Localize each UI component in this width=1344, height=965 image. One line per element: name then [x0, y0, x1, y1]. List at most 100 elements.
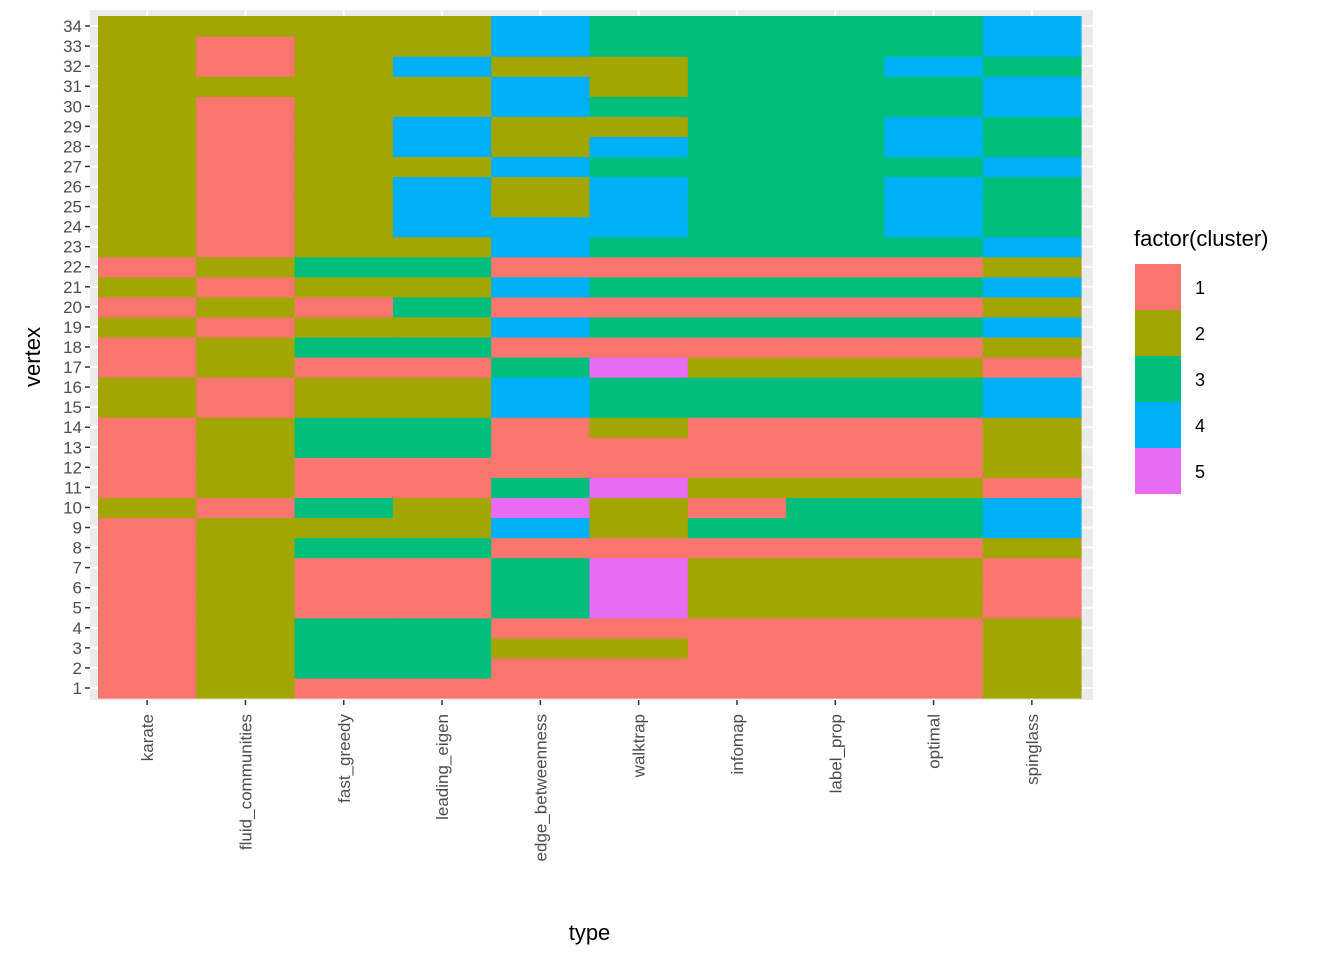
y-tick-label: 29 — [63, 117, 82, 136]
heatmap-cell-optimal-27 — [884, 156, 984, 178]
heatmap-cell-spinglass-21 — [982, 276, 1082, 298]
heatmap-cell-infomap-11 — [687, 477, 787, 499]
heatmap-cell-spinglass-8 — [982, 537, 1082, 559]
heatmap-cell-optimal-25 — [884, 196, 984, 218]
heatmap-cell-spinglass-2 — [982, 657, 1082, 679]
heatmap-cell-karate-27 — [98, 156, 197, 178]
heatmap-cell-walktrap-12 — [589, 457, 689, 478]
heatmap-cell-fast_greedy-29 — [294, 116, 394, 137]
heatmap-cell-edge_betweenness-30 — [491, 96, 591, 117]
heatmap-cell-fluid_communities-4 — [196, 617, 296, 639]
heatmap-cell-optimal-9 — [884, 517, 984, 539]
heatmap-cell-fluid_communities-15 — [196, 397, 296, 418]
heatmap-cell-infomap-16 — [687, 377, 787, 398]
heatmap-cell-fluid_communities-27 — [196, 156, 296, 178]
heatmap-cell-optimal-13 — [884, 437, 984, 458]
heatmap-cell-edge_betweenness-5 — [491, 597, 591, 619]
heatmap-cell-edge_betweenness-16 — [491, 377, 591, 398]
heatmap-cell-karate-10 — [98, 497, 197, 519]
y-tick-label: 12 — [63, 458, 82, 477]
y-tick-label: 33 — [63, 37, 82, 56]
heatmap-cell-walktrap-9 — [589, 517, 689, 539]
heatmap-cell-karate-13 — [98, 437, 197, 458]
heatmap-cell-label_prop-8 — [786, 537, 885, 559]
heatmap-cell-spinglass-6 — [982, 577, 1082, 599]
heatmap-cell-fast_greedy-31 — [294, 76, 394, 97]
heatmap-cell-label_prop-18 — [786, 336, 885, 358]
heatmap-cell-fluid_communities-32 — [196, 56, 296, 77]
heatmap-cell-walktrap-22 — [589, 256, 689, 278]
heatmap-cell-infomap-20 — [687, 296, 787, 318]
x-tick-label: edge_betweenness — [531, 714, 550, 861]
heatmap-cell-leading_eigen-19 — [392, 316, 492, 338]
heatmap-cell-optimal-4 — [884, 617, 984, 639]
heatmap-cell-leading_eigen-30 — [392, 96, 492, 117]
heatmap-cell-label_prop-12 — [786, 457, 885, 478]
heatmap-cell-label_prop-32 — [786, 56, 885, 77]
y-tick-label: 5 — [73, 599, 82, 618]
heatmap-cell-edge_betweenness-25 — [491, 196, 591, 218]
y-tick-label: 28 — [63, 137, 82, 156]
heatmap-cell-leading_eigen-4 — [392, 617, 492, 639]
legend-label: 3 — [1195, 370, 1205, 390]
y-tick-label: 17 — [63, 358, 82, 377]
heatmap-cell-fluid_communities-26 — [196, 176, 296, 198]
heatmap-cell-label_prop-22 — [786, 256, 885, 278]
heatmap-cell-infomap-3 — [687, 637, 787, 659]
heatmap-cell-fast_greedy-5 — [294, 597, 394, 619]
heatmap-cell-leading_eigen-5 — [392, 597, 492, 619]
heatmap-cell-infomap-12 — [687, 457, 787, 478]
heatmap-cell-infomap-1 — [687, 677, 787, 699]
heatmap-cell-infomap-6 — [687, 577, 787, 599]
legend-title: factor(cluster) — [1134, 226, 1268, 251]
y-tick-label: 22 — [63, 258, 82, 277]
heatmap-cell-walktrap-27 — [589, 156, 689, 178]
heatmap-cell-label_prop-34 — [786, 16, 885, 37]
heatmap-cell-label_prop-30 — [786, 96, 885, 117]
heatmap-cell-fast_greedy-26 — [294, 176, 394, 198]
heatmap-cell-spinglass-22 — [982, 256, 1082, 278]
heatmap-cell-label_prop-5 — [786, 597, 885, 619]
heatmap-cell-label_prop-33 — [786, 36, 885, 57]
y-tick-label: 18 — [63, 338, 82, 357]
heatmap-cell-optimal-1 — [884, 677, 984, 699]
legend-items: 1 2 3 4 5 — [1135, 264, 1205, 494]
heatmap-cell-karate-30 — [98, 96, 197, 117]
heatmap-cell-spinglass-12 — [982, 457, 1082, 478]
heatmap-cell-fast_greedy-18 — [294, 336, 394, 358]
x-tick-label: fluid_communities — [236, 714, 255, 850]
heatmap-cell-leading_eigen-3 — [392, 637, 492, 659]
heatmap-cell-label_prop-1 — [786, 677, 885, 699]
heatmap-cell-fluid_communities-3 — [196, 637, 296, 659]
heatmap-cell-optimal-32 — [884, 56, 984, 77]
heatmap-cell-karate-18 — [98, 336, 197, 358]
heatmap-cell-karate-1 — [98, 677, 197, 699]
legend-key-4 — [1135, 402, 1181, 448]
heatmap-cell-edge_betweenness-11 — [491, 477, 591, 499]
heatmap-cell-karate-20 — [98, 296, 197, 318]
heatmap-cell-edge_betweenness-27 — [491, 156, 591, 178]
x-tick-label: spinglass — [1023, 714, 1042, 785]
heatmap-cell-label_prop-21 — [786, 276, 885, 298]
legend-label: 5 — [1195, 462, 1205, 482]
heatmap-cells — [98, 16, 1082, 699]
heatmap-cell-karate-8 — [98, 537, 197, 559]
heatmap-cell-infomap-32 — [687, 56, 787, 77]
heatmap-cell-fluid_communities-20 — [196, 296, 296, 318]
heatmap-cell-spinglass-17 — [982, 357, 1082, 378]
heatmap-cell-infomap-8 — [687, 537, 787, 559]
x-tick-label: karate — [138, 714, 157, 761]
heatmap-cell-fluid_communities-22 — [196, 256, 296, 278]
heatmap-cell-karate-19 — [98, 316, 197, 338]
heatmap-cell-spinglass-26 — [982, 176, 1082, 198]
y-tick-label: 20 — [63, 298, 82, 317]
heatmap-cell-infomap-19 — [687, 316, 787, 338]
heatmap-cell-spinglass-23 — [982, 236, 1082, 258]
heatmap-cell-fast_greedy-10 — [294, 497, 394, 519]
heatmap-cell-karate-7 — [98, 557, 197, 579]
heatmap-cell-fast_greedy-23 — [294, 236, 394, 258]
heatmap-cell-fluid_communities-2 — [196, 657, 296, 679]
heatmap-cell-optimal-3 — [884, 637, 984, 659]
heatmap-cell-spinglass-9 — [982, 517, 1082, 539]
heatmap-cell-optimal-8 — [884, 537, 984, 559]
